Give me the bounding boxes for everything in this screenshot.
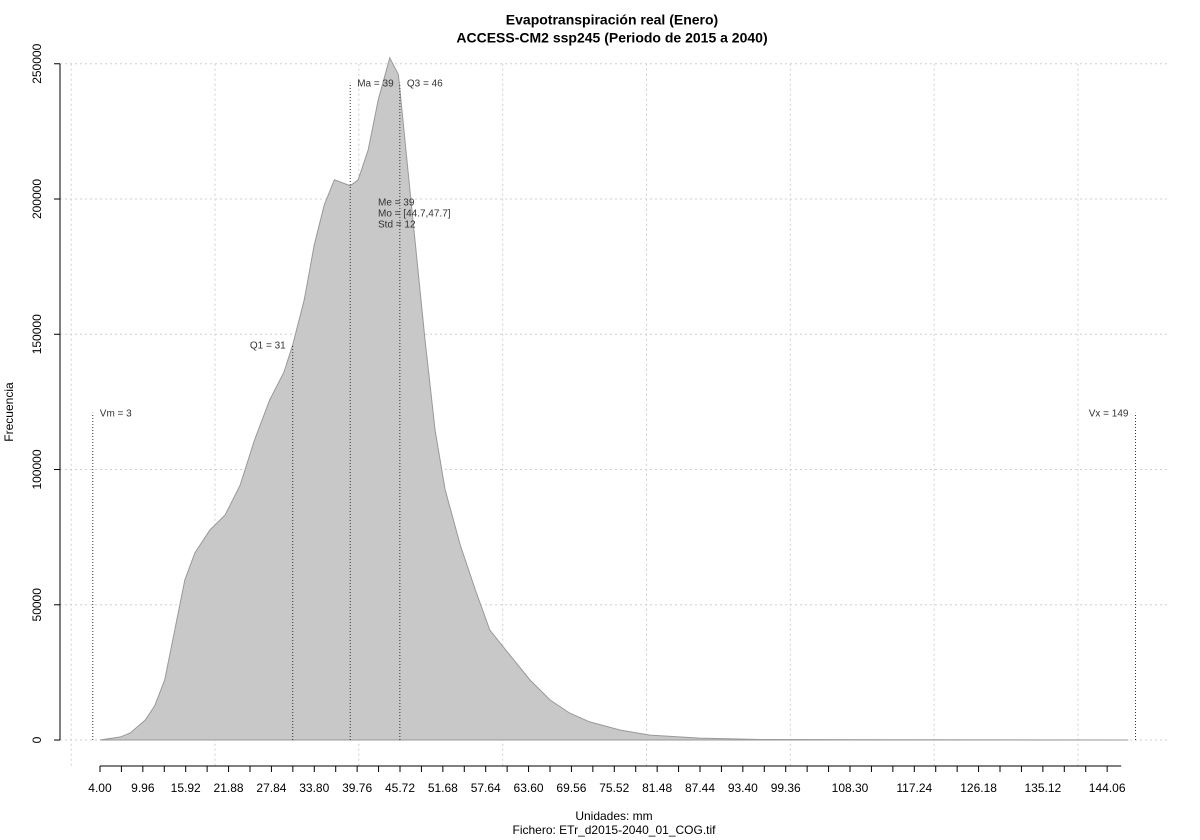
x-tick-label: 45.72 [385,781,415,795]
y-tick-label: 100000 [30,449,44,489]
caption: Fichero: ETr_d2015-2040_01_COG.tif [513,823,717,837]
marker-label: Vx = 149 [1089,408,1129,419]
x-tick-label: 108.30 [832,781,869,795]
x-tick-label: 63.60 [514,781,544,795]
x-tick-label: 126.18 [960,781,997,795]
x-tick-label: 81.48 [642,781,672,795]
marker-label: Q3 = 46 [407,78,443,89]
y-axis-label: Frecuencia [2,382,16,442]
x-tick-label: 135.12 [1025,781,1062,795]
y-tick-label: 150000 [30,314,44,354]
y-tick-label: 200000 [30,179,44,219]
x-tick-label: 144.06 [1089,781,1126,795]
marker-label: Q1 = 31 [250,341,286,352]
y-tick-label: 0 [30,736,44,743]
x-tick-label: 93.40 [728,781,758,795]
x-tick-label: 27.84 [256,781,286,795]
x-tick-label: 4.00 [88,781,112,795]
area [99,56,1129,741]
x-tick-label: 21.88 [214,781,244,795]
x-tick-label: 39.76 [342,781,372,795]
chart-subtitle: ACCESS-CM2 ssp245 (Periodo de 2015 a 204… [456,30,767,46]
x-tick-label: 75.52 [599,781,629,795]
y-tick-label: 50000 [30,588,44,622]
marker-label: Vm = 3 [100,408,132,419]
x-tick-label: 99.36 [771,781,801,795]
x-tick-label: 57.64 [471,781,501,795]
chart-title: Evapotranspiración real (Enero) [506,12,718,28]
x-tick-label: 69.56 [556,781,586,795]
stat-label: Std = 12 [378,220,416,231]
marker-label: Ma = 39 [357,78,394,89]
x-tick-label: 9.96 [131,781,155,795]
x-tick-label: 33.80 [299,781,329,795]
x-tick-label: 51.68 [428,781,458,795]
x-tick-label: 15.92 [171,781,201,795]
x-tick-label: 87.44 [685,781,715,795]
y-tick-label: 250000 [30,43,44,83]
stat-label: Me = 39 [378,198,415,209]
stat-label: Mo = [44.7,47.7] [378,209,451,220]
x-axis-label: Unidades: mm [575,809,652,823]
x-tick-label: 117.24 [896,781,932,795]
